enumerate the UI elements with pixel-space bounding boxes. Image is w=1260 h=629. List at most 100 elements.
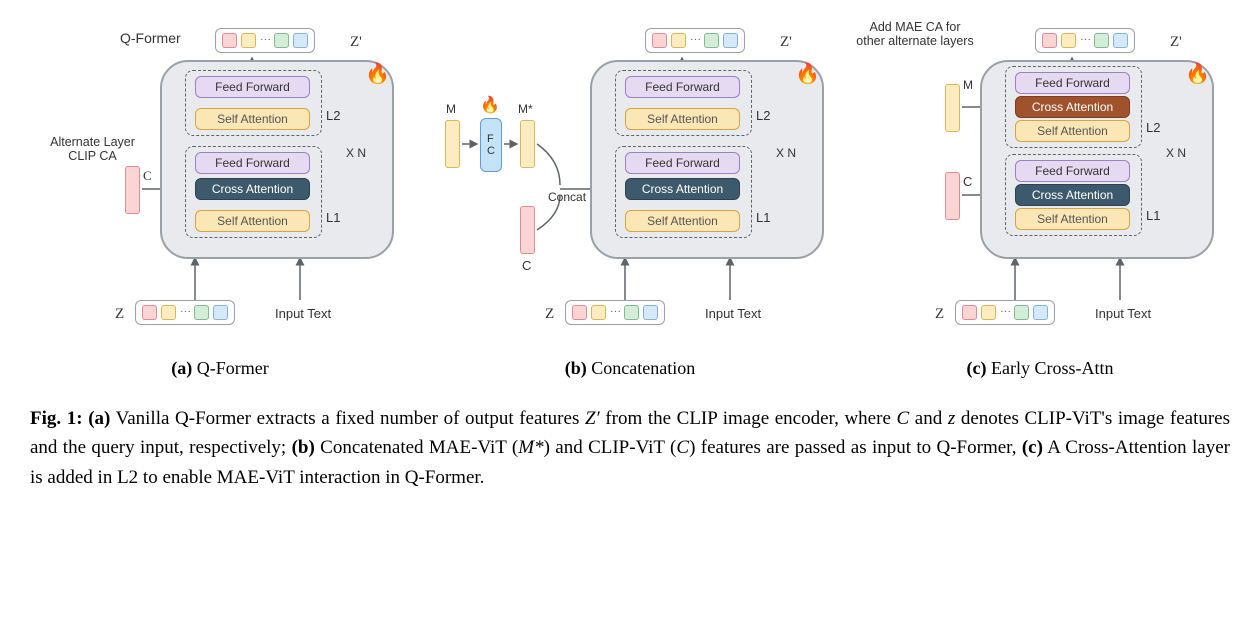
c-label: C — [522, 258, 531, 273]
token-dots: ··· — [1000, 305, 1010, 320]
diagram-c: Add MAE CA for other alternate layers Fe… — [850, 20, 1230, 350]
token — [981, 305, 996, 320]
module-ff: Feed Forward — [625, 76, 740, 98]
token — [572, 305, 587, 320]
l1-label: L1 — [1146, 208, 1160, 223]
flame-icon: 🔥 — [365, 64, 390, 84]
subcaption-letter: (b) — [565, 358, 587, 378]
token — [643, 305, 658, 320]
module-sa: Self Attention — [625, 210, 740, 232]
module-ff: Feed Forward — [625, 152, 740, 174]
subfigure-a: Q-Former Alternate Layer CLIP CA Feed Fo… — [30, 20, 410, 379]
token — [161, 305, 176, 320]
module-ff: Feed Forward — [1015, 160, 1130, 182]
module-ff: Feed Forward — [195, 152, 310, 174]
l2-label: L2 — [1146, 120, 1160, 135]
subcaption-letter: (a) — [171, 358, 192, 378]
fig-label: Fig. 1: — [30, 408, 83, 429]
c-bar — [945, 172, 960, 220]
module-ca-clip: Cross Attention — [625, 178, 740, 200]
z-label: Z — [935, 306, 944, 323]
subcaption-letter: (c) — [967, 358, 987, 378]
token — [213, 305, 228, 320]
token — [723, 33, 738, 48]
mstar-bar — [520, 120, 535, 168]
token — [1094, 33, 1109, 48]
caption-math: C — [676, 437, 689, 458]
token — [962, 305, 977, 320]
token — [1042, 33, 1057, 48]
caption-text: and — [909, 408, 948, 429]
token-dots: ··· — [610, 305, 620, 320]
token-dots: ··· — [690, 33, 700, 48]
l2-label: L2 — [326, 108, 340, 123]
module-ca-clip: Cross Attention — [1015, 184, 1130, 206]
m-label: M — [446, 102, 456, 116]
caption-text: Vanilla Q-Former extracts a fixed number… — [110, 408, 585, 429]
subcaption-a: (a) Q-Former — [171, 358, 268, 379]
caption-text: ) features are passed as input to Q-Form… — [689, 437, 1022, 458]
token — [652, 33, 667, 48]
c-label: C — [143, 168, 152, 184]
token — [274, 33, 289, 48]
caption-letter-a: (a) — [88, 408, 110, 429]
token — [1061, 33, 1076, 48]
l2-label: L2 — [756, 108, 770, 123]
flame-icon: 🔥 — [795, 64, 820, 84]
zprime-tokens: ··· — [215, 28, 315, 53]
m-label: M — [963, 78, 973, 92]
z-tokens: ··· — [135, 300, 235, 325]
c-label: C — [963, 174, 972, 189]
xn-label: X N — [776, 146, 796, 160]
xn-label: X N — [1166, 146, 1186, 160]
flame-icon: 🔥 — [1185, 64, 1210, 84]
caption-text: from the CLIP image encoder, where — [600, 408, 897, 429]
subfigure-b: Feed Forward Self Attention Feed Forward… — [440, 20, 820, 379]
c-bar — [125, 166, 140, 214]
zprime-label: Z' — [1170, 34, 1182, 51]
token-dots: ··· — [1080, 33, 1090, 48]
token — [142, 305, 157, 320]
token — [591, 305, 606, 320]
m-bar — [945, 84, 960, 132]
z-tokens: ··· — [565, 300, 665, 325]
input-text-label: Input Text — [1095, 306, 1151, 321]
zprime-tokens: ··· — [1035, 28, 1135, 53]
subcaption-text: Early Cross-Attn — [987, 358, 1114, 378]
module-ca-clip: Cross Attention — [195, 178, 310, 200]
token — [293, 33, 308, 48]
alt-layer-label: Alternate Layer CLIP CA — [35, 135, 150, 163]
caption-text: ) and CLIP-ViT ( — [544, 437, 677, 458]
token — [222, 33, 237, 48]
module-sa: Self Attention — [195, 108, 310, 130]
z-tokens: ··· — [955, 300, 1055, 325]
diagram-b: Feed Forward Self Attention Feed Forward… — [440, 20, 820, 350]
subcaption-text: Q-Former — [192, 358, 268, 378]
token-dots: ··· — [260, 33, 270, 48]
z-label: Z — [545, 306, 554, 323]
z-label: Z — [115, 306, 124, 323]
subcaption-text: Concatenation — [587, 358, 695, 378]
figure-row: Q-Former Alternate Layer CLIP CA Feed Fo… — [30, 20, 1230, 379]
token — [1113, 33, 1128, 48]
token — [624, 305, 639, 320]
token — [704, 33, 719, 48]
l1-label: L1 — [756, 210, 770, 225]
flame-icon: 🔥 — [480, 98, 500, 114]
mstar-label: M* — [518, 102, 533, 116]
token — [1014, 305, 1029, 320]
caption-letter-c: (c) — [1022, 437, 1043, 458]
token-dots: ··· — [180, 305, 190, 320]
caption-letter-b: (b) — [292, 437, 315, 458]
zprime-label: Z' — [350, 34, 362, 51]
figure-caption: Fig. 1: (a) Vanilla Q-Former extracts a … — [30, 404, 1230, 492]
mae-layer-label: Add MAE CA for other alternate layers — [850, 20, 980, 48]
input-text-label: Input Text — [705, 306, 761, 321]
module-sa: Self Attention — [1015, 208, 1130, 230]
m-bar — [445, 120, 460, 168]
caption-math: C — [896, 408, 909, 429]
module-sa: Self Attention — [625, 108, 740, 130]
caption-math: M* — [518, 437, 543, 458]
diagram-a: Q-Former Alternate Layer CLIP CA Feed Fo… — [30, 20, 410, 350]
caption-math: Z′ — [585, 408, 600, 429]
